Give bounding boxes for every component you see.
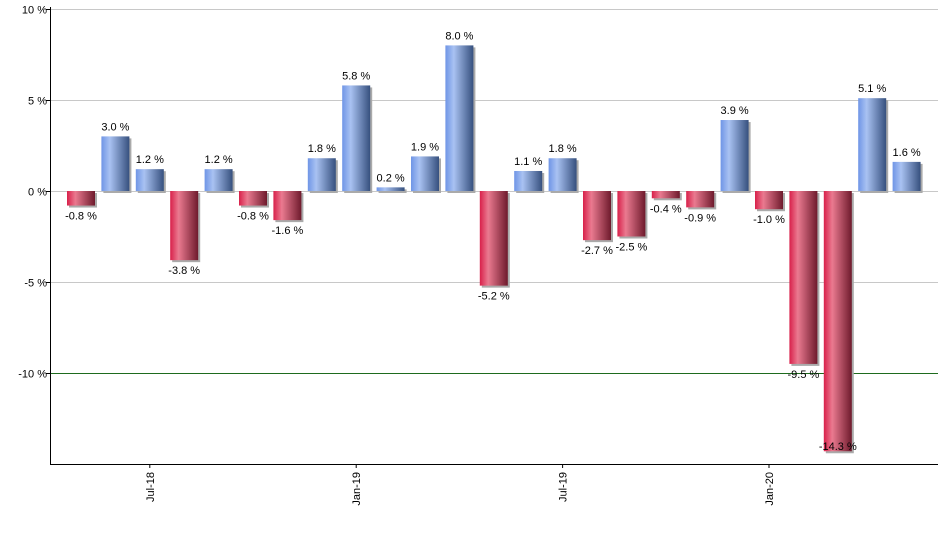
data-label: 1.9 %	[411, 141, 439, 153]
y-tick-label: 0 %	[28, 187, 47, 199]
y-tick-label: -10 %	[18, 369, 47, 381]
bar	[858, 98, 887, 191]
data-label: -1.0 %	[753, 214, 785, 226]
bar	[686, 191, 715, 208]
data-label: 3.9 %	[721, 105, 749, 117]
y-tick-label: -5 %	[24, 278, 47, 290]
bar	[823, 191, 852, 452]
bar	[204, 169, 233, 191]
data-label: -3.8 %	[168, 265, 200, 277]
bar	[479, 191, 508, 286]
bar	[273, 191, 302, 221]
bar	[583, 191, 611, 241]
data-label: 1.8 %	[308, 143, 336, 155]
data-label: -5.2 %	[478, 291, 510, 303]
data-labels: -0.8 %3.0 %1.2 %-3.8 %1.2 %-0.8 %-1.6 %1…	[65, 30, 921, 453]
bar	[135, 169, 164, 191]
bar	[651, 191, 680, 199]
bar	[101, 136, 130, 191]
y-tick-label: 5 %	[28, 96, 47, 108]
bar	[342, 85, 371, 191]
axes: 10 % 5 % 0 % -5 % -10 % Jul-18 Jan-19 Jul-19 Jan…	[18, 5, 938, 506]
data-label: -9.5 %	[788, 369, 820, 381]
bar	[720, 120, 749, 191]
bar	[239, 191, 267, 206]
data-label: 1.2 %	[205, 154, 233, 166]
data-label: 1.1 %	[514, 156, 542, 168]
data-label: -2.5 %	[616, 242, 648, 254]
bar	[67, 191, 95, 206]
bar	[548, 158, 577, 191]
x-tick-label: Jan-20	[764, 472, 776, 506]
bar	[755, 191, 783, 210]
data-label: -1.6 %	[272, 225, 304, 237]
data-label: -0.8 %	[237, 211, 269, 223]
data-label: 1.2 %	[136, 154, 164, 166]
data-label: -0.4 %	[650, 203, 682, 215]
bar-shadow	[378, 189, 407, 193]
bar	[376, 187, 405, 191]
bar	[307, 158, 336, 191]
bar	[445, 45, 474, 192]
data-label: -0.8 %	[65, 211, 97, 223]
data-label: 1.6 %	[893, 147, 921, 159]
bar	[514, 170, 543, 191]
bar	[789, 191, 818, 364]
bars	[67, 45, 923, 454]
data-label: 0.2 %	[377, 172, 405, 184]
data-label: 8.0 %	[445, 30, 473, 42]
bar	[617, 191, 646, 237]
x-tick-label: Jan-19	[351, 472, 363, 506]
x-tick-label: Jul-18	[145, 472, 157, 502]
bar	[170, 191, 199, 261]
y-tick-label: 10 %	[22, 5, 47, 17]
data-label: 3.0 %	[101, 121, 129, 133]
data-label: -0.9 %	[684, 212, 716, 224]
x-tick-label: Jul-19	[558, 472, 570, 502]
data-label: 5.1 %	[858, 83, 886, 95]
data-label: -2.7 %	[581, 245, 613, 257]
bar	[892, 161, 921, 191]
data-label: -14.3 %	[819, 441, 857, 453]
data-label: 5.8 %	[342, 70, 370, 82]
bar	[411, 156, 439, 191]
data-label: 1.8 %	[549, 143, 577, 155]
